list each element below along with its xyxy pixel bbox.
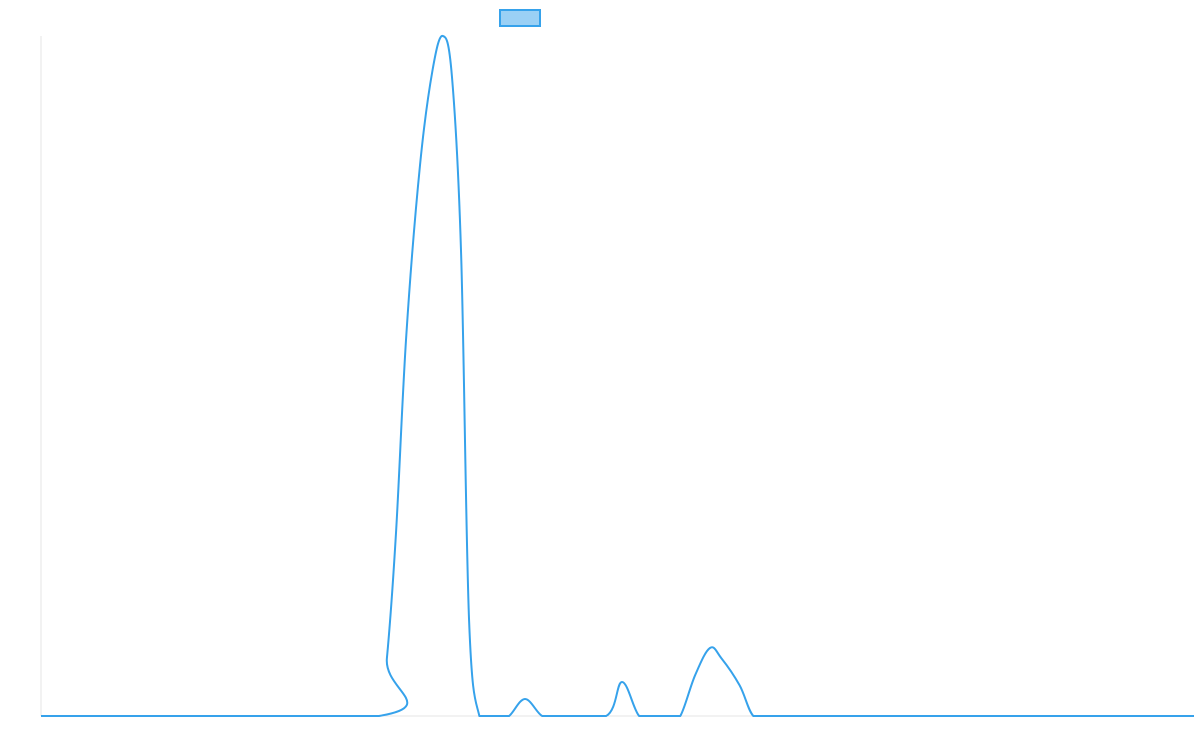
data-point[interactable]: [737, 682, 743, 688]
data-point[interactable]: [783, 713, 789, 719]
data-point[interactable]: [393, 529, 399, 535]
data-point[interactable]: [707, 645, 713, 651]
data-point[interactable]: [718, 655, 724, 661]
data-point[interactable]: [458, 251, 464, 257]
data-point[interactable]: [667, 713, 673, 719]
data-point[interactable]: [417, 162, 423, 168]
data-point[interactable]: [376, 713, 382, 719]
data-point[interactable]: [506, 713, 512, 719]
data-point[interactable]: [636, 713, 642, 719]
data-point[interactable]: [496, 713, 502, 719]
data-point[interactable]: [849, 713, 855, 719]
series-layer: [38, 33, 1197, 719]
data-point[interactable]: [430, 67, 436, 73]
data-point[interactable]: [488, 713, 494, 719]
data-point[interactable]: [554, 713, 560, 719]
data-point[interactable]: [539, 713, 545, 719]
data-point[interactable]: [750, 713, 756, 719]
data-point[interactable]: [677, 713, 683, 719]
data-point[interactable]: [38, 713, 44, 719]
data-point[interactable]: [440, 33, 446, 39]
data-point[interactable]: [449, 74, 455, 80]
data-point[interactable]: [384, 655, 390, 661]
data-point[interactable]: [1191, 713, 1197, 719]
data-point[interactable]: [951, 713, 957, 719]
data-point[interactable]: [692, 672, 698, 678]
data-point[interactable]: [766, 713, 772, 719]
data-point[interactable]: [603, 713, 609, 719]
data-point[interactable]: [1065, 713, 1071, 719]
data-point[interactable]: [619, 679, 625, 685]
data-point[interactable]: [466, 618, 472, 624]
legend-swatch[interactable]: [499, 9, 541, 27]
axes: [40, 36, 1194, 717]
data-point[interactable]: [522, 696, 528, 702]
series-line-0[interactable]: [41, 35, 1194, 718]
legend[interactable]: [499, 9, 541, 27]
data-point[interactable]: [652, 713, 658, 719]
data-point[interactable]: [476, 713, 482, 719]
legend-item[interactable]: [499, 9, 541, 27]
data-point[interactable]: [403, 332, 409, 338]
